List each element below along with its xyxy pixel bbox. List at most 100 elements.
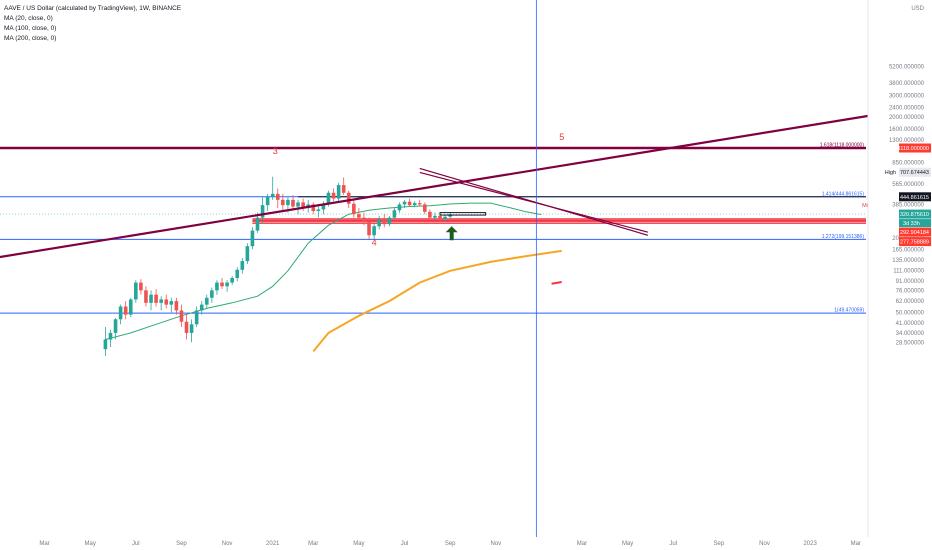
x-tick-label: May — [85, 541, 96, 547]
candle-body — [270, 193, 275, 197]
price-axis-bg — [868, 0, 932, 550]
fib-level-label: 1.414(444.861615) — [822, 191, 865, 197]
candle — [270, 176, 275, 200]
x-tick-label: May — [353, 541, 364, 547]
candle-body — [169, 301, 174, 305]
wave-label: 3 — [273, 146, 278, 156]
candle — [179, 304, 184, 328]
candle — [134, 280, 138, 303]
candle-body — [402, 201, 407, 205]
candle — [407, 198, 412, 207]
x-tick-label: Jul — [669, 541, 677, 547]
candle-body — [341, 185, 346, 193]
x-tick-label: 2023 — [803, 541, 817, 547]
price-badge: 444.861615 — [899, 192, 931, 202]
fib-level-label: 1.272(199.151386) — [822, 234, 865, 240]
indicator-ma20[interactable]: MA (20, close, 0) — [4, 15, 53, 22]
candle — [387, 215, 392, 227]
y-tick-label: 565.000000 — [892, 182, 924, 188]
candle-body — [194, 310, 199, 325]
candle — [194, 306, 199, 328]
candle — [296, 199, 300, 215]
moving-average-line — [312, 249, 562, 353]
candle — [215, 280, 219, 295]
candle — [382, 214, 387, 228]
time-axis-bg — [0, 537, 932, 550]
candle-body — [225, 282, 229, 287]
y-tick-label: 91.000000 — [896, 279, 925, 285]
candle-body — [215, 282, 219, 291]
candle — [428, 209, 432, 220]
candle — [341, 177, 346, 196]
trendline — [419, 171, 649, 233]
candle — [113, 318, 118, 340]
candle — [372, 223, 376, 240]
indicator-ma200[interactable]: MA (200, close, 0) — [4, 35, 57, 42]
candle-body — [433, 215, 437, 218]
support-zones — [252, 218, 866, 224]
price-badge-label: 1118.000000 — [898, 146, 929, 152]
countdown-label: 3d 33h — [903, 221, 920, 227]
candle-body — [210, 290, 214, 298]
candle — [316, 205, 321, 218]
candle — [225, 280, 229, 292]
y-tick-label: 850.000000 — [892, 161, 924, 167]
wave-label: 5 — [559, 132, 564, 142]
candle — [108, 329, 113, 348]
consolidation-box — [439, 212, 487, 216]
moving-averages — [105, 202, 562, 353]
candle-body — [377, 219, 381, 227]
y-tick-label: 2000.000000 — [889, 115, 925, 121]
candle — [128, 297, 133, 317]
candle — [433, 212, 437, 221]
y-tick-label: 34.000000 — [896, 331, 925, 337]
candle-body — [174, 301, 179, 311]
indicator-ma100[interactable]: MA (100, close, 0) — [4, 25, 57, 32]
candle — [189, 319, 194, 343]
candle-body — [362, 217, 366, 222]
price-badge-bg — [899, 192, 931, 202]
y-tick-label: 1300.000000 — [889, 138, 925, 144]
candle-body — [417, 203, 422, 205]
price-badge: 1118.000000 — [898, 143, 931, 153]
candle-body — [423, 204, 427, 212]
candle — [362, 212, 366, 226]
crosshair: 27 Dec '21 — [521, 0, 552, 548]
candle-body — [296, 202, 300, 207]
price-badge-bg — [899, 167, 931, 177]
candle — [123, 301, 128, 320]
candle — [448, 212, 452, 219]
price-badge-label: 320.875610 — [900, 212, 929, 218]
candle — [392, 207, 397, 220]
countdown-badge-bg — [899, 219, 931, 228]
trendline — [551, 280, 562, 285]
time-axis[interactable]: Mar May Jul Sep Nov 2021 Mar May Jul Sep Nov Mar May… — [0, 537, 932, 550]
candle-body — [367, 221, 371, 236]
candle — [220, 277, 224, 289]
candle — [199, 301, 204, 315]
candle — [103, 327, 108, 356]
price-badge-prefix: High — [885, 170, 896, 176]
candle — [321, 201, 326, 215]
candle-body — [397, 204, 402, 211]
candle — [417, 199, 422, 207]
candle — [250, 227, 255, 250]
price-axis[interactable]: USD 5200.000000 3800.000000 3000.000000 2400… — [867, 0, 932, 550]
price-badge-bg — [899, 209, 931, 219]
support-zone — [252, 221, 866, 224]
candle — [423, 202, 427, 215]
y-tick-label: 5200.000000 — [889, 65, 925, 71]
x-tick-label: Sep — [714, 541, 725, 547]
candle-body — [128, 299, 133, 315]
candle-body — [123, 306, 128, 315]
y-tick-label: 111.000000 — [893, 268, 924, 274]
candle — [139, 279, 143, 295]
x-tick-label: Jul — [132, 541, 140, 547]
up-arrow-icon — [445, 226, 458, 241]
x-tick-label: Mar — [851, 541, 861, 547]
candle-body — [265, 196, 270, 206]
candle-body — [438, 215, 442, 220]
candle-body — [316, 209, 321, 212]
price-badge-label: 277.758889 — [900, 240, 929, 246]
